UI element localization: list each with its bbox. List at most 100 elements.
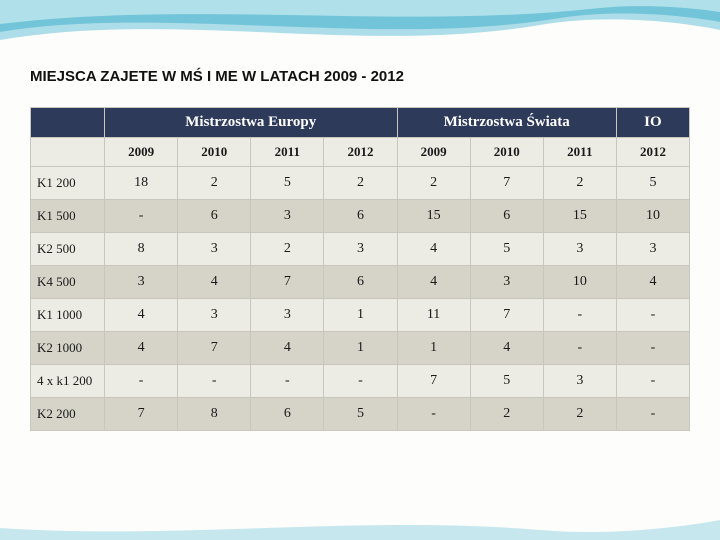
cell: - (616, 365, 689, 398)
cell: 8 (105, 233, 178, 266)
table-row: K2 500 8 3 2 3 4 5 3 3 (31, 233, 690, 266)
cell: 6 (178, 200, 251, 233)
cell: 11 (397, 299, 470, 332)
cell: 5 (324, 398, 397, 431)
decorative-wave-bottom (0, 510, 720, 540)
row-label: K2 1000 (31, 332, 105, 365)
cell: 4 (105, 299, 178, 332)
cell: 4 (251, 332, 324, 365)
cell: - (543, 299, 616, 332)
cell: - (178, 365, 251, 398)
cell: 7 (397, 365, 470, 398)
slide-content: MIEJSCA ZAJETE W MŚ I ME W LATACH 2009 -… (30, 68, 690, 431)
group-header: Mistrzostwa Świata (397, 108, 616, 138)
year-header: 2011 (251, 138, 324, 167)
cell: 6 (324, 200, 397, 233)
row-label: 4 x k1 200 (31, 365, 105, 398)
cell: 3 (251, 200, 324, 233)
cell: 2 (251, 233, 324, 266)
cell: 7 (251, 266, 324, 299)
cell: 2 (470, 398, 543, 431)
cell: 2 (543, 167, 616, 200)
cell: 4 (105, 332, 178, 365)
table-row: K1 200 18 2 5 2 2 7 2 5 (31, 167, 690, 200)
cell: 15 (397, 200, 470, 233)
row-label: K2 500 (31, 233, 105, 266)
cell: 3 (105, 266, 178, 299)
page-title: MIEJSCA ZAJETE W MŚ I ME W LATACH 2009 -… (30, 68, 690, 85)
cell: 18 (105, 167, 178, 200)
cell: 3 (324, 233, 397, 266)
row-label: K1 500 (31, 200, 105, 233)
cell: 7 (105, 398, 178, 431)
cell: 4 (178, 266, 251, 299)
header-spacer (31, 138, 105, 167)
cell: 2 (324, 167, 397, 200)
cell: 3 (543, 233, 616, 266)
cell: 6 (251, 398, 324, 431)
results-table: Mistrzostwa Europy Mistrzostwa Świata IO… (30, 107, 690, 431)
cell: 3 (470, 266, 543, 299)
header-spacer (31, 108, 105, 138)
table-row: 4 x k1 200 - - - - 7 5 3 - (31, 365, 690, 398)
year-header: 2010 (470, 138, 543, 167)
year-header: 2010 (178, 138, 251, 167)
cell: - (324, 365, 397, 398)
cell: - (105, 365, 178, 398)
cell: 4 (470, 332, 543, 365)
table-row: K2 1000 4 7 4 1 1 4 - - (31, 332, 690, 365)
cell: - (543, 332, 616, 365)
cell: 7 (178, 332, 251, 365)
cell: 10 (616, 200, 689, 233)
row-label: K1 200 (31, 167, 105, 200)
group-header: Mistrzostwa Europy (105, 108, 398, 138)
cell: 1 (324, 332, 397, 365)
cell: 4 (397, 233, 470, 266)
cell: 2 (178, 167, 251, 200)
cell: - (616, 299, 689, 332)
cell: 7 (470, 299, 543, 332)
table-row: K1 500 - 6 3 6 15 6 15 10 (31, 200, 690, 233)
cell: - (105, 200, 178, 233)
cell: 3 (251, 299, 324, 332)
cell: 4 (397, 266, 470, 299)
year-header: 2012 (616, 138, 689, 167)
table-body: K1 200 18 2 5 2 2 7 2 5 K1 500 - 6 3 6 1… (31, 167, 690, 431)
cell: - (251, 365, 324, 398)
cell: 5 (470, 365, 543, 398)
year-header: 2012 (324, 138, 397, 167)
year-header: 2011 (543, 138, 616, 167)
cell: 5 (470, 233, 543, 266)
cell: 2 (397, 167, 470, 200)
cell: - (397, 398, 470, 431)
cell: 2 (543, 398, 616, 431)
cell: 3 (178, 233, 251, 266)
year-header: 2009 (105, 138, 178, 167)
table-header-groups: Mistrzostwa Europy Mistrzostwa Świata IO (31, 108, 690, 138)
cell: 15 (543, 200, 616, 233)
row-label: K2 200 (31, 398, 105, 431)
group-header: IO (616, 108, 689, 138)
table-row: K1 1000 4 3 3 1 11 7 - - (31, 299, 690, 332)
cell: - (616, 332, 689, 365)
cell: 7 (470, 167, 543, 200)
row-label: K4 500 (31, 266, 105, 299)
cell: - (616, 398, 689, 431)
cell: 10 (543, 266, 616, 299)
year-header: 2009 (397, 138, 470, 167)
cell: 5 (616, 167, 689, 200)
table-row: K4 500 3 4 7 6 4 3 10 4 (31, 266, 690, 299)
cell: 6 (324, 266, 397, 299)
cell: 3 (178, 299, 251, 332)
cell: 1 (397, 332, 470, 365)
cell: 8 (178, 398, 251, 431)
cell: 6 (470, 200, 543, 233)
cell: 3 (543, 365, 616, 398)
table-header-years: 2009 2010 2011 2012 2009 2010 2011 2012 (31, 138, 690, 167)
decorative-wave-top (0, 0, 720, 52)
cell: 5 (251, 167, 324, 200)
cell: 4 (616, 266, 689, 299)
row-label: K1 1000 (31, 299, 105, 332)
table-row: K2 200 7 8 6 5 - 2 2 - (31, 398, 690, 431)
cell: 3 (616, 233, 689, 266)
